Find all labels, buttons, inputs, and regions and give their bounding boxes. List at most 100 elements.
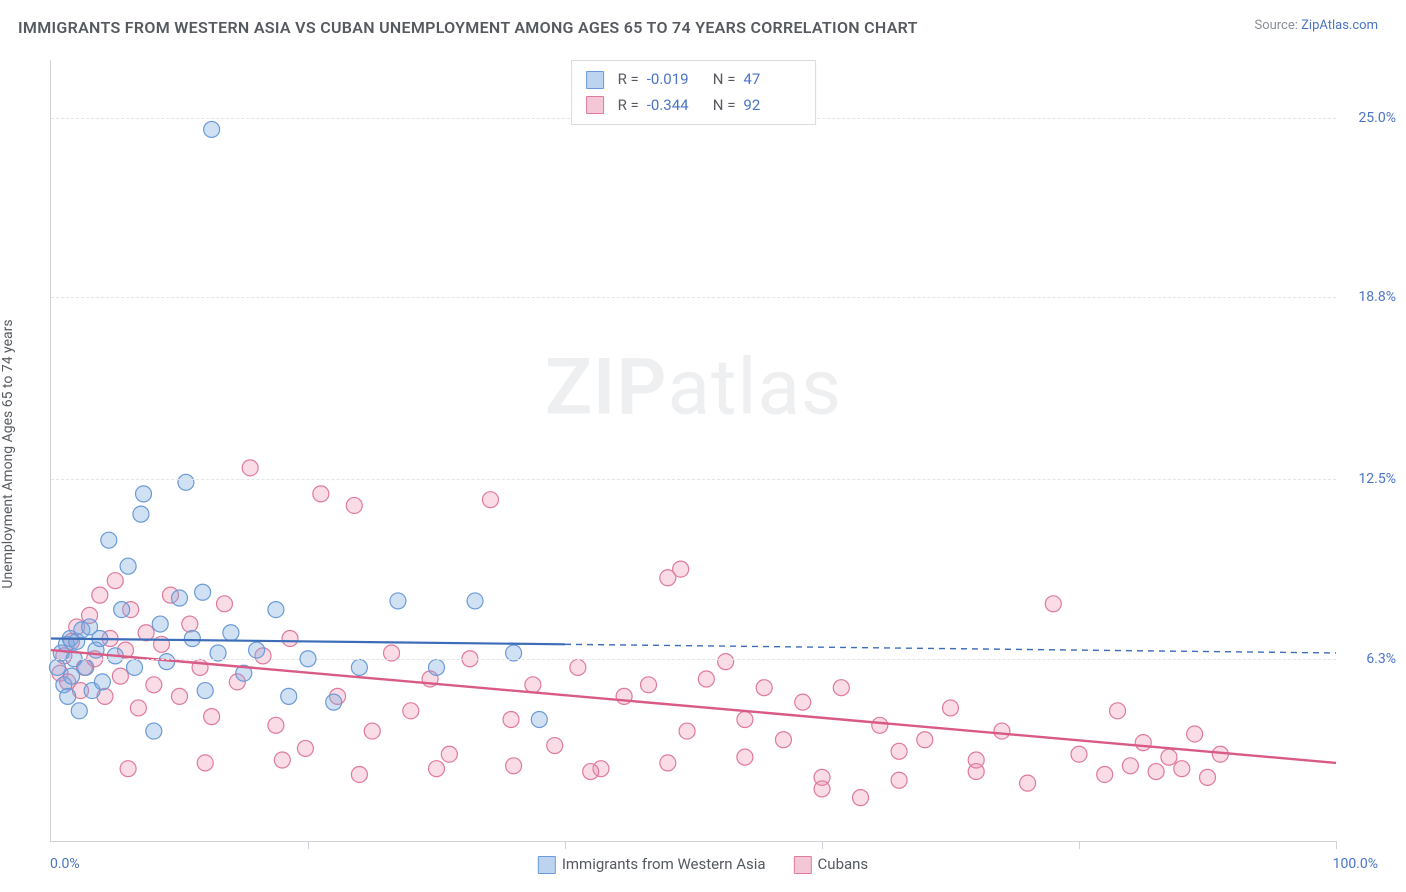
- data-point-cubans: [1187, 726, 1203, 742]
- y-tick-label: 6.3%: [1366, 651, 1396, 667]
- data-point-cubans: [120, 761, 136, 777]
- data-point-western_asia: [114, 602, 130, 618]
- data-point-western_asia: [94, 674, 110, 690]
- data-point-western_asia: [281, 688, 297, 704]
- data-point-cubans: [130, 700, 146, 716]
- data-point-western_asia: [326, 694, 342, 710]
- data-point-cubans: [351, 766, 367, 782]
- data-point-western_asia: [133, 506, 149, 522]
- data-point-cubans: [482, 492, 498, 508]
- correlation-legend: R = -0.019 N = 47 R = -0.344 N = 92: [571, 60, 817, 125]
- data-point-western_asia: [467, 593, 483, 609]
- data-point-cubans: [364, 723, 380, 739]
- data-point-cubans: [346, 497, 362, 513]
- data-point-western_asia: [351, 659, 367, 675]
- x-tick: [822, 841, 823, 849]
- data-point-western_asia: [531, 712, 547, 728]
- data-point-cubans: [641, 677, 657, 693]
- data-point-western_asia: [178, 474, 194, 490]
- legend-row-cubans: R = -0.344 N = 92: [586, 93, 802, 119]
- data-point-cubans: [1122, 758, 1138, 774]
- data-point-cubans: [403, 703, 419, 719]
- swatch-cubans-bottom: [794, 856, 812, 874]
- data-point-cubans: [1045, 596, 1061, 612]
- data-point-cubans: [182, 616, 198, 632]
- data-point-cubans: [268, 717, 284, 733]
- data-point-cubans: [943, 700, 959, 716]
- data-point-western_asia: [49, 659, 65, 675]
- data-point-western_asia: [152, 616, 168, 632]
- r-label: R =: [618, 93, 639, 119]
- data-point-cubans: [673, 561, 689, 577]
- data-point-cubans: [197, 755, 213, 771]
- data-point-cubans: [242, 460, 258, 476]
- data-point-cubans: [274, 752, 290, 768]
- data-point-cubans: [737, 749, 753, 765]
- data-point-western_asia: [172, 590, 188, 606]
- data-point-cubans: [1161, 749, 1177, 765]
- data-point-cubans: [853, 790, 869, 806]
- data-point-western_asia: [101, 532, 117, 548]
- data-point-western_asia: [184, 631, 200, 647]
- data-point-western_asia: [78, 659, 94, 675]
- data-point-cubans: [525, 677, 541, 693]
- data-point-cubans: [282, 631, 298, 647]
- data-point-cubans: [583, 764, 599, 780]
- data-point-western_asia: [390, 593, 406, 609]
- data-point-cubans: [891, 743, 907, 759]
- data-point-cubans: [756, 680, 772, 696]
- data-point-western_asia: [223, 625, 239, 641]
- n-value-cubans: 92: [743, 93, 801, 119]
- data-point-cubans: [891, 772, 907, 788]
- n-label: N =: [713, 93, 736, 119]
- n-label: N =: [713, 67, 736, 93]
- data-point-cubans: [679, 723, 695, 739]
- y-axis-label: Unemployment Among Ages 65 to 74 years: [0, 319, 16, 588]
- data-point-cubans: [570, 659, 586, 675]
- data-point-cubans: [92, 587, 108, 603]
- data-point-cubans: [107, 573, 123, 589]
- regression-line-cubans: [51, 650, 1336, 763]
- data-point-cubans: [112, 668, 128, 684]
- data-point-cubans: [698, 671, 714, 687]
- data-point-cubans: [146, 677, 162, 693]
- source-prefix: Source:: [1254, 18, 1301, 33]
- y-tick-label: 18.8%: [1358, 289, 1396, 305]
- data-point-cubans: [737, 712, 753, 728]
- data-point-cubans: [503, 712, 519, 728]
- legend-label-cubans: Cubans: [818, 855, 869, 873]
- x-tick: [565, 841, 566, 849]
- r-label: R =: [618, 67, 639, 93]
- data-point-western_asia: [127, 659, 143, 675]
- data-point-western_asia: [268, 602, 284, 618]
- gridline: [51, 479, 1336, 480]
- data-point-western_asia: [136, 486, 152, 502]
- data-point-cubans: [506, 758, 522, 774]
- data-point-western_asia: [60, 688, 76, 704]
- gridline: [51, 297, 1336, 298]
- data-point-cubans: [1148, 764, 1164, 780]
- x-tick: [308, 841, 309, 849]
- data-point-western_asia: [71, 703, 87, 719]
- x-axis-min-label: 0.0%: [50, 856, 80, 872]
- source-attribution: Source: ZipAtlas.com: [1254, 18, 1378, 33]
- data-point-cubans: [795, 694, 811, 710]
- r-value-western-asia: -0.019: [647, 67, 705, 93]
- data-point-western_asia: [197, 683, 213, 699]
- data-point-western_asia: [249, 642, 265, 658]
- source-link[interactable]: ZipAtlas.com: [1301, 18, 1378, 33]
- data-point-cubans: [1110, 703, 1126, 719]
- legend-row-western-asia: R = -0.019 N = 47: [586, 67, 802, 93]
- data-point-cubans: [1174, 761, 1190, 777]
- x-tick: [1336, 841, 1337, 849]
- data-point-cubans: [172, 688, 188, 704]
- legend-item-cubans: Cubans: [794, 855, 869, 874]
- data-point-western_asia: [429, 659, 445, 675]
- data-point-cubans: [204, 709, 220, 725]
- data-point-cubans: [872, 717, 888, 733]
- data-point-cubans: [1071, 746, 1087, 762]
- data-point-cubans: [138, 625, 154, 641]
- legend-label-western-asia: Immigrants from Western Asia: [562, 855, 766, 873]
- regression-line-dashed-western_asia: [565, 644, 1336, 653]
- data-point-cubans: [441, 746, 457, 762]
